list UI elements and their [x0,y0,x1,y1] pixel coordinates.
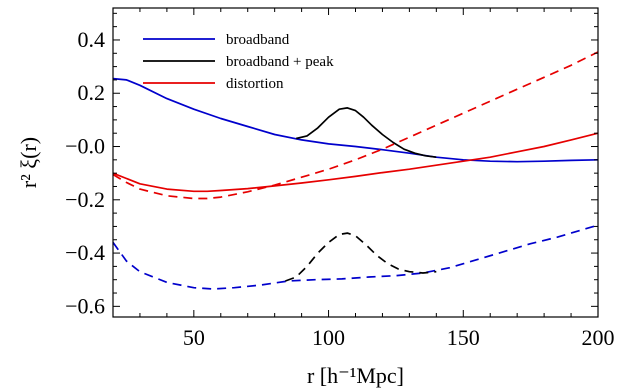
axis-ticks: 50 100 150 200 0.4 0.2 −0.0 −0.2 −0.4 −0.6 [65,8,615,350]
y-axis-label: r² ξ(r) [16,137,41,188]
series-line-3 [112,51,599,200]
y-tick-label: −0.4 [65,240,105,265]
legend: broadband broadband + peak distortion [143,32,334,92]
x-tick-label: 50 [183,325,205,350]
legend-label: distortion [226,76,284,92]
y-tick-label: −0.0 [65,134,105,159]
series-line-0 [112,77,599,163]
legend-label: broadband + peak [226,54,334,70]
x-axis-label: r [h⁻¹Mpc] [307,363,404,388]
series-line-1 [296,107,437,159]
plot-frame [112,7,599,318]
y-tick-label: 0.2 [78,80,106,105]
y-tick-label: −0.6 [65,293,105,318]
x-tick-label: 150 [447,325,480,350]
legend-label: broadband [226,32,290,48]
series-line-5 [285,232,437,282]
x-tick-label: 100 [312,325,345,350]
y-tick-label: −0.2 [65,187,105,212]
series-line-4 [112,224,599,290]
series-line-2 [112,132,599,193]
plot-lines [112,51,599,290]
y-tick-label: 0.4 [78,27,106,52]
x-tick-label: 200 [582,325,615,350]
